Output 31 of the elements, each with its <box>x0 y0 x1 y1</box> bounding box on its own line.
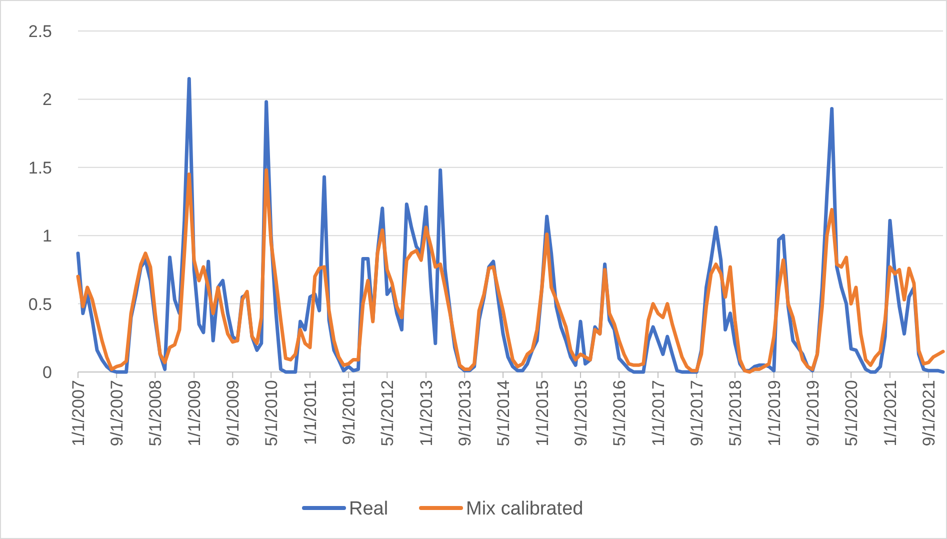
y-tick-label: 1 <box>42 226 52 246</box>
x-tick-label: 9/1/2011 <box>340 380 358 445</box>
y-tick-label: 2.5 <box>28 22 52 41</box>
x-tick-label: 9/1/2021 <box>920 380 938 446</box>
x-tick-label: 9/1/2013 <box>456 380 475 446</box>
x-tick-label: 5/1/2020 <box>842 380 862 446</box>
x-tick-label: 1/1/2015 <box>532 380 552 446</box>
x-tick-label: 1/1/2007 <box>68 380 88 446</box>
x-tick-label: 9/1/2015 <box>571 380 590 446</box>
x-tick-label: 1/1/2017 <box>648 380 668 446</box>
x-tick-label: 5/1/2010 <box>262 380 282 446</box>
x-tick-label: 5/1/2016 <box>610 380 630 446</box>
x-tick-label: 9/1/2017 <box>688 380 707 446</box>
x-tick-label: 5/1/2008 <box>146 380 166 446</box>
legend-label: Real <box>349 498 388 520</box>
x-tick-label: 9/1/2007 <box>108 380 127 446</box>
y-tick-label: 2 <box>42 90 52 110</box>
x-tick-label: 1/1/2013 <box>416 380 436 446</box>
x-tick-label: 9/1/2009 <box>224 380 243 446</box>
y-tick-label: 1.5 <box>28 158 52 178</box>
x-tick-label: 1/1/2009 <box>185 380 204 446</box>
x-tick-label: 5/1/2018 <box>726 380 745 446</box>
x-tick-label: 5/1/2014 <box>494 380 513 446</box>
x-tick-label: 1/1/2019 <box>764 380 784 446</box>
legend-label: Mix calibrated <box>466 498 584 520</box>
x-tick-label: 5/1/2012 <box>378 380 398 446</box>
y-tick-label: 0 <box>42 362 52 382</box>
x-tick-label: 9/1/2019 <box>803 380 822 446</box>
x-tick-label: 1/1/2011 <box>300 380 320 445</box>
x-tick-label: 1/1/2021 <box>880 380 900 446</box>
y-tick-label: 0.5 <box>28 294 52 314</box>
